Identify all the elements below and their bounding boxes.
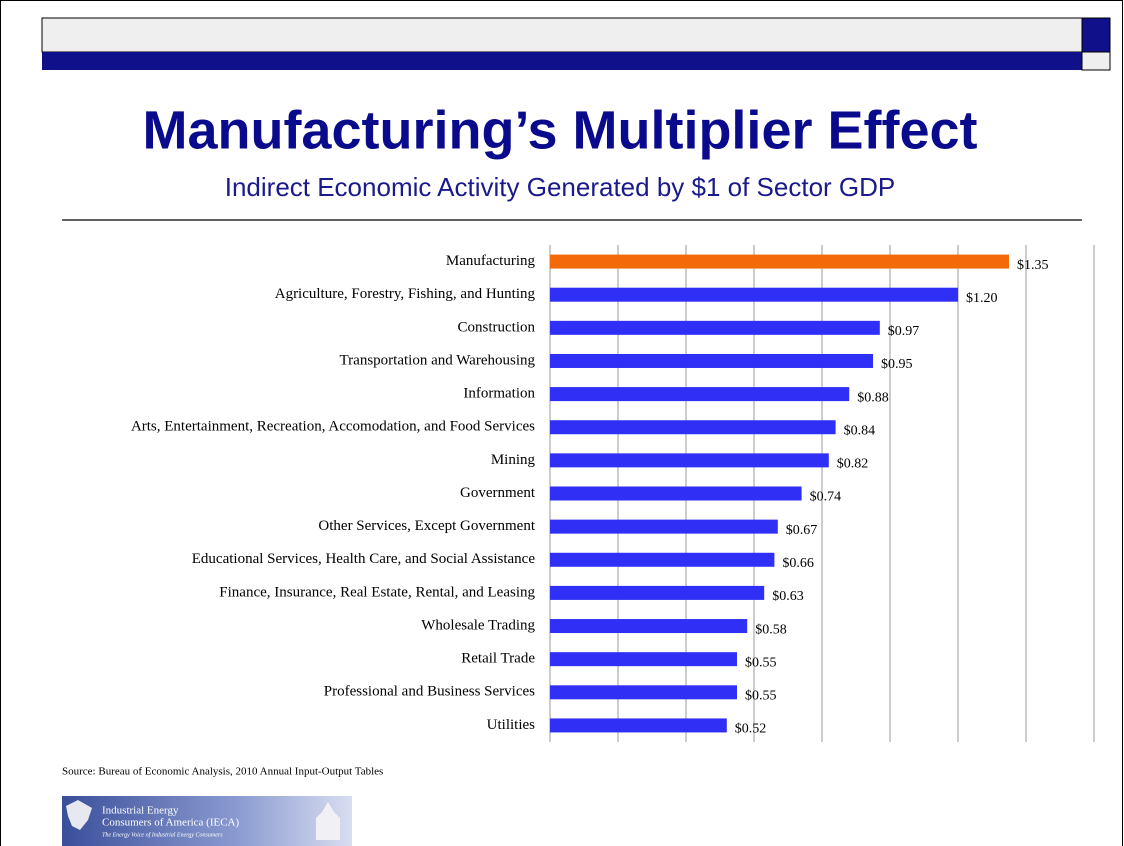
bar: [550, 420, 836, 435]
value-label: $0.88: [857, 390, 889, 405]
value-label: $0.58: [755, 622, 787, 637]
category-label: Arts, Entertainment, Recreation, Accomod…: [131, 419, 535, 435]
chart-title: Manufacturing’s Multiplier Effect: [142, 100, 977, 160]
logo-map: [66, 800, 92, 830]
logo-capitol: [316, 802, 340, 840]
category-label: Agriculture, Forestry, Fishing, and Hunt…: [275, 286, 536, 302]
bar: [550, 353, 873, 368]
bar: [550, 619, 748, 634]
bar: [550, 254, 1009, 269]
chart-subtitle: Indirect Economic Activity Generated by …: [225, 172, 896, 202]
logo-background: [62, 796, 352, 846]
bar: [550, 652, 737, 667]
value-label: $0.67: [786, 523, 818, 538]
logo-text: Industrial Energy: [102, 805, 179, 817]
value-label: $0.97: [888, 324, 920, 339]
value-label: $0.55: [745, 655, 777, 670]
bar: [550, 287, 958, 302]
bar: [550, 685, 737, 700]
bar: [550, 320, 880, 335]
value-label: $0.84: [844, 423, 876, 438]
category-label: Wholesale Trading: [421, 617, 535, 633]
bar: [550, 486, 802, 501]
bar: [550, 387, 850, 402]
bar: [550, 718, 727, 733]
logo-tagline: The Energy Voice of Industrial Energy Co…: [102, 831, 223, 838]
category-label: Finance, Insurance, Real Estate, Rental,…: [219, 584, 535, 600]
bar: [550, 519, 778, 534]
category-label: Mining: [491, 452, 536, 468]
category-label: Retail Trade: [461, 651, 535, 667]
header-square: [1081, 51, 1111, 71]
value-label: $0.95: [881, 357, 913, 372]
header-band: [42, 52, 1082, 70]
category-label: Government: [460, 485, 536, 501]
value-label: $0.82: [837, 457, 869, 472]
category-label: Other Services, Except Government: [318, 518, 535, 534]
value-label: $0.63: [772, 589, 804, 604]
category-label: Manufacturing: [446, 253, 536, 269]
value-label: $1.35: [1017, 258, 1049, 273]
header-bar: [41, 17, 1083, 53]
bar: [550, 552, 775, 567]
value-label: $1.20: [966, 291, 998, 306]
category-label: Utilities: [487, 717, 535, 733]
value-label: $0.52: [735, 722, 767, 737]
category-label: Construction: [458, 319, 536, 335]
category-label: Transportation and Warehousing: [340, 352, 536, 368]
category-label: Educational Services, Health Care, and S…: [192, 551, 536, 567]
value-label: $0.66: [782, 556, 814, 571]
logo: Industrial Energy Consumers of America (…: [62, 796, 352, 846]
bar: [550, 585, 765, 600]
category-label: Professional and Business Services: [324, 684, 535, 700]
value-label: $0.74: [810, 490, 842, 505]
value-label: $0.55: [745, 689, 777, 704]
logo-text: Consumers of America (IECA): [102, 817, 239, 829]
bar: [550, 453, 829, 468]
header-square: [1081, 17, 1111, 53]
category-label: Information: [463, 386, 535, 402]
source-note: Source: Bureau of Economic Analysis, 201…: [62, 766, 383, 778]
